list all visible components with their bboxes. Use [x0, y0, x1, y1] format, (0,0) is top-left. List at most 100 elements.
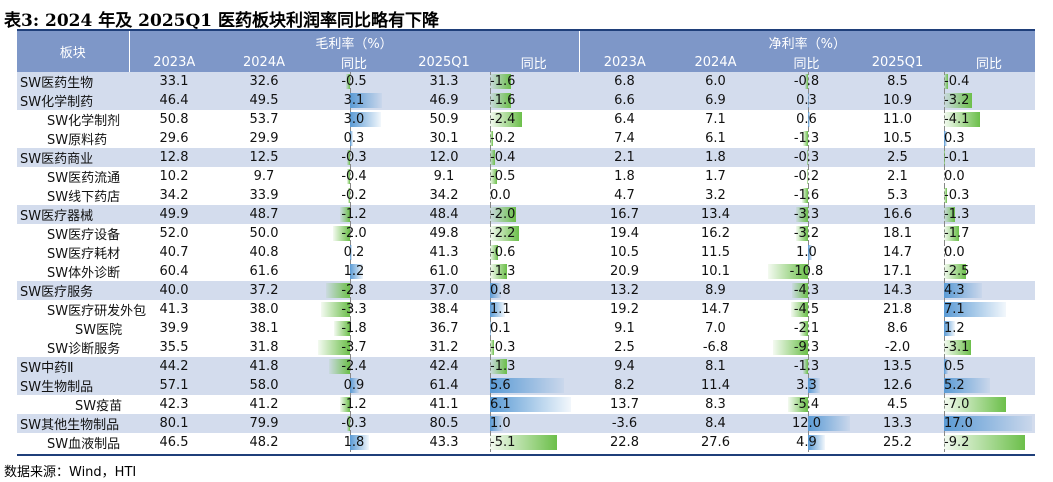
net-yoy-cell: 5.2: [943, 376, 1036, 395]
net-margin-cell: 10.5: [610, 245, 639, 260]
net-yoy-cell: 1.0: [761, 243, 852, 262]
positive-data-bar: [808, 435, 826, 450]
yoy-value: 1.0: [490, 416, 511, 431]
gross-margin-cell: 38.1: [249, 321, 279, 336]
net-margin-cell: 11.4: [670, 376, 761, 395]
net-margin-cell: 4.7: [614, 188, 635, 203]
net-yoy-cell: -3.2: [761, 224, 852, 243]
net-yoy-cell: 1.2: [943, 319, 1035, 338]
bar-axis: [350, 205, 351, 224]
gross-margin-cell: 50.0: [249, 226, 279, 241]
bar-axis: [808, 148, 809, 167]
bar-axis: [350, 167, 351, 186]
header-gross-margin: 毛利率（%）: [128, 31, 579, 53]
gross-margin-cell: 48.2: [249, 435, 279, 450]
gross-margin-cell: 36.7: [429, 321, 459, 336]
gross-yoy-cell: 1.1: [489, 300, 579, 319]
net-yoy-cell: -1.3: [943, 205, 1036, 224]
gross-margin-cell: 61.0: [429, 264, 459, 279]
gross-margin-cell: 41.2: [249, 397, 279, 412]
gross-yoy-cell: -0.5: [489, 167, 579, 186]
negative-data-bar: [944, 264, 966, 279]
positive-data-bar: [490, 302, 505, 317]
negative-data-bar: [490, 112, 522, 127]
net-yoy-cell: 0.3: [761, 91, 852, 110]
negative-data-bar: [329, 359, 350, 374]
net-yoy-cell: 17.0: [943, 414, 1036, 433]
positive-data-bar: [808, 378, 820, 393]
gross-margin-cell: 12.8: [129, 148, 219, 167]
gross-margin-cell: 49.9: [129, 205, 219, 224]
net-margin-cell: 10.9: [852, 91, 943, 110]
gross-yoy-cell: 1.2: [309, 262, 399, 281]
yoy-value: -1.6: [793, 188, 820, 203]
sector-name: SW化学制药: [17, 91, 129, 110]
negative-data-bar: [944, 207, 956, 222]
table-row: SW医药流通 10.2 9.7 -0.4 9.1 -0.5 1.8 1.7 -0.2 2.1 0.0: [17, 167, 1035, 186]
gross-yoy-cell: -0.5: [309, 72, 399, 91]
table-row: SW医药商业 12.8 12.5 -0.3 12.0 -0.4 2.1 1.8 -0.3 2.5-…: [17, 148, 1036, 167]
gross-margin-cell: 50.8: [159, 112, 189, 127]
negative-data-bar: [347, 150, 350, 165]
negative-data-bar: [806, 150, 808, 165]
gross-yoy-cell: -2.0: [309, 224, 399, 243]
sector-name: SW医疗设备: [47, 228, 121, 243]
bar-axis: [350, 281, 351, 300]
gross-yoy-cell: -1.6: [489, 91, 579, 110]
net-margin-cell: 4.5: [887, 397, 908, 412]
negative-data-bar: [803, 131, 808, 146]
negative-data-bar: [944, 397, 1006, 412]
table-row: SW化学制剂 50.8 53.7 3.0 50.9 -2.4 6.4 7.1 0.6 11.0 -4…: [17, 110, 1035, 129]
positive-data-bar: [490, 397, 571, 412]
positive-data-bar: [350, 245, 353, 260]
gross-margin-cell: 31.3: [399, 72, 489, 91]
gross-margin-cell: 34.2: [429, 188, 459, 203]
net-margin-cell: 8.9: [670, 281, 761, 300]
bar-axis: [808, 319, 809, 338]
negative-data-bar: [317, 340, 350, 355]
negative-data-bar: [787, 397, 808, 412]
gross-yoy-cell: -0.4: [489, 148, 579, 167]
net-yoy-cell: -0.3: [761, 148, 852, 167]
yoy-value: -0.5: [490, 169, 516, 184]
gross-margin-cell: 49.5: [219, 91, 309, 110]
gross-margin-cell: 38.4: [429, 302, 459, 317]
net-yoy-cell: -0.2: [761, 167, 852, 186]
net-yoy-cell: -4.5: [761, 300, 852, 319]
net-yoy-cell: -3.1: [943, 338, 1035, 357]
positive-data-bar: [350, 378, 360, 393]
gross-margin-cell: 60.4: [159, 264, 189, 279]
gross-margin-cell: 50.9: [429, 112, 459, 127]
negative-data-bar: [944, 188, 947, 203]
table-row: SW体外诊断 60.4 61.6 1.2 61.0 -1.3 20.9 10.1 -10.8 17…: [17, 262, 1035, 281]
yoy-value: -0.2: [490, 131, 516, 146]
yoy-value: -1.6: [490, 74, 516, 89]
net-margin-cell: 16.7: [579, 205, 670, 224]
yoy-value: 0.0: [944, 245, 965, 260]
gross-margin-cell: 61.4: [399, 376, 489, 395]
table-row: SW医疗器械 49.9 48.7 -1.2 48.4 -2.0 16.7 13.4 -3.3 16…: [17, 205, 1036, 224]
yoy-value: -2.0: [490, 207, 516, 222]
positive-data-bar: [944, 321, 955, 336]
net-margin-cell: 19.2: [610, 302, 639, 317]
col-header: 2024A: [670, 53, 761, 72]
gross-margin-cell: 41.3: [429, 245, 459, 260]
yoy-value: 0.0: [944, 169, 965, 184]
yoy-value: 4.3: [944, 283, 965, 298]
negative-data-bar: [796, 226, 808, 241]
gross-yoy-cell: -2.2: [489, 224, 579, 243]
bar-axis: [808, 186, 809, 205]
table-row: SW生物制品 57.1 58.0 0.9 61.4 5.6 8.2 11.4 3.3 12.6 5.…: [17, 376, 1036, 395]
net-yoy-cell: 0.0: [943, 167, 1035, 186]
yoy-value: 0.1: [490, 321, 511, 336]
gross-margin-cell: 49.8: [429, 226, 459, 241]
positive-data-bar: [490, 378, 565, 393]
gross-yoy-cell: 0.1: [489, 319, 579, 338]
gross-yoy-cell: -2.4: [489, 110, 579, 129]
net-margin-cell: 5.3: [887, 188, 908, 203]
gross-margin-cell: 57.1: [129, 376, 219, 395]
margin-table: 板块 毛利率（%） 净利率（%） 2023A 2024A 同比 2025Q1 同…: [17, 31, 1036, 452]
bar-axis: [944, 167, 945, 186]
yoy-value: 7.1: [944, 302, 965, 317]
bar-axis: [808, 129, 809, 148]
